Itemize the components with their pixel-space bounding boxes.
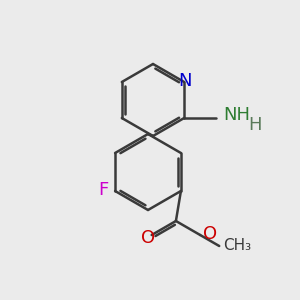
Text: O: O <box>203 225 217 243</box>
Text: H: H <box>248 116 262 134</box>
Text: NH: NH <box>223 106 250 124</box>
Text: F: F <box>98 181 108 199</box>
Text: CH₃: CH₃ <box>223 238 251 253</box>
Text: N: N <box>178 72 192 90</box>
Text: O: O <box>141 229 155 247</box>
